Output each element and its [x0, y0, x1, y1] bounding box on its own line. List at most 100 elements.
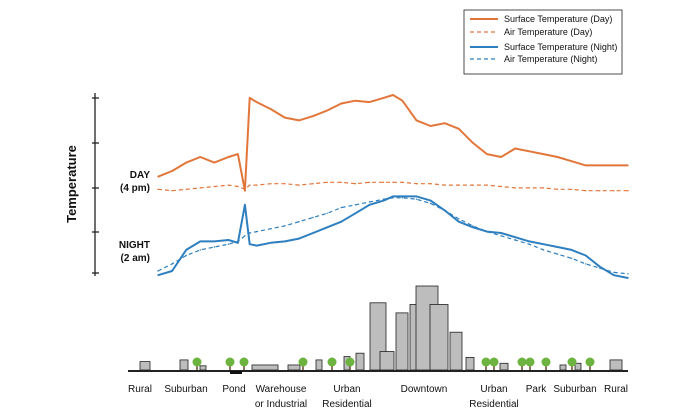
zone-label-1: Suburban: [164, 384, 207, 395]
series-0-point-8: [249, 97, 251, 99]
zone-label-7: Park: [526, 384, 548, 395]
series-1-point-18: [382, 181, 385, 183]
building-7: [355, 352, 365, 371]
series-3-point-3: [199, 249, 201, 251]
series-0-point-24: [458, 128, 460, 130]
series-0-point-17: [368, 101, 371, 103]
series-1-point-12: [298, 184, 300, 186]
y-tick-label-0-line1: DAY: [130, 170, 151, 181]
series-0-point-36: [627, 164, 629, 167]
series-1-point-4: [213, 185, 216, 188]
series-1-point-31: [556, 188, 559, 190]
series-2-point-8: [249, 243, 251, 245]
series-line-0: [157, 94, 628, 192]
series-2-point-1: [171, 270, 173, 272]
series-3-point-9: [256, 230, 258, 233]
series-1-point-3: [199, 187, 201, 189]
series-3-point-26: [486, 230, 488, 233]
series-3-point-11: [284, 225, 286, 227]
tree-12: [585, 357, 595, 367]
series-1-point-8: [249, 184, 251, 186]
series-1-point-0: [157, 188, 159, 190]
series-0-point-0: [157, 176, 159, 178]
building-9: [379, 351, 395, 371]
series-2-point-4: [213, 240, 216, 243]
zone-label-0: Rural: [128, 384, 152, 395]
series-2-point-28: [514, 236, 516, 238]
series-3-point-12: [298, 221, 300, 223]
series-3-point-7: [244, 235, 246, 237]
series-1-point-35: [613, 190, 615, 192]
tree-11: [567, 357, 577, 367]
legend-label-2: Surface Temperature (Night): [504, 42, 617, 52]
series-3-point-25: [472, 225, 474, 227]
series-1-point-19: [392, 181, 394, 183]
series-line-2: [157, 195, 629, 279]
series-2-point-18: [382, 199, 385, 202]
series-3-point-16: [354, 204, 357, 206]
series-1-point-24: [458, 184, 460, 186]
y-tick-label-1-line2: (2 am): [121, 253, 150, 264]
zone-label-5: Downtown: [401, 384, 448, 395]
series-0-point-2: [185, 161, 187, 164]
building-1: [179, 359, 189, 371]
series-2-point-9: [256, 244, 258, 247]
series-2-point-6: [237, 242, 239, 244]
y-axis-label: Temperature: [64, 145, 79, 223]
series-3-point-33: [585, 263, 587, 265]
series-2-point-34: [599, 266, 601, 268]
series-1-point-32: [570, 188, 573, 190]
zone-label-4-line2: Residential: [322, 399, 371, 410]
tree-6: [481, 357, 491, 367]
series-0-point-34: [599, 164, 601, 167]
tree-3: [298, 357, 308, 367]
series-0-point-15: [340, 102, 342, 105]
series-3-point-4: [213, 246, 216, 248]
series-0-point-28: [514, 147, 516, 150]
series-2-point-32: [570, 249, 573, 251]
series-0-point-29: [528, 150, 530, 152]
series-0-point-19: [392, 94, 394, 96]
building-10: [395, 312, 409, 371]
series-0-point-6: [237, 153, 239, 155]
series-0-point-12: [298, 119, 300, 122]
series-2-point-22: [429, 199, 432, 202]
series-1-point-15: [340, 181, 342, 183]
series-3-point-29: [528, 243, 530, 245]
series-1-point-10: [270, 183, 272, 185]
series-3-point-17: [368, 201, 371, 203]
series-0-point-4: [213, 161, 216, 164]
legend-label-1: Air Temperature (Day): [504, 27, 592, 37]
building-18: [574, 362, 582, 371]
zone-label-9: Rural: [604, 384, 628, 395]
series-1-point-22: [429, 183, 432, 185]
building-14: [449, 331, 463, 371]
series-3-point-10: [270, 228, 272, 230]
series-3-point-23: [444, 209, 446, 212]
series-0-point-16: [354, 100, 357, 102]
tree-1: [225, 357, 235, 367]
series-0-point-25: [472, 142, 474, 144]
series-1-point-2: [185, 188, 187, 190]
series-1-point-36: [627, 190, 629, 192]
series-2-point-31: [556, 246, 559, 248]
series-2-point-24: [458, 221, 460, 223]
series-1-point-25: [472, 184, 474, 186]
series-2-point-13: [312, 232, 314, 234]
series-0-point-14: [326, 109, 328, 112]
series-3-point-2: [185, 254, 187, 257]
series-3-point-24: [458, 218, 460, 220]
series-2-point-25: [472, 226, 474, 228]
y-tick-label-0-line2: (4 pm): [120, 183, 150, 194]
series-3-point-18: [382, 198, 385, 200]
series-0-point-11: [284, 116, 286, 119]
series-0-point-3: [199, 156, 201, 158]
series-0-point-31: [556, 156, 559, 158]
series-1-point-34: [599, 190, 601, 192]
building-16: [499, 362, 509, 371]
building-0: [139, 361, 151, 371]
series-3-point-34: [599, 267, 601, 269]
series-3-point-21: [415, 198, 418, 200]
series-1-point-5: [227, 184, 230, 186]
